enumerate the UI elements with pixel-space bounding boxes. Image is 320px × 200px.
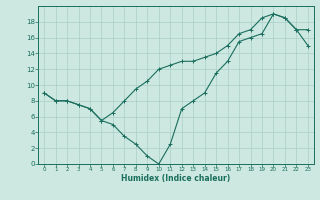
- X-axis label: Humidex (Indice chaleur): Humidex (Indice chaleur): [121, 174, 231, 183]
